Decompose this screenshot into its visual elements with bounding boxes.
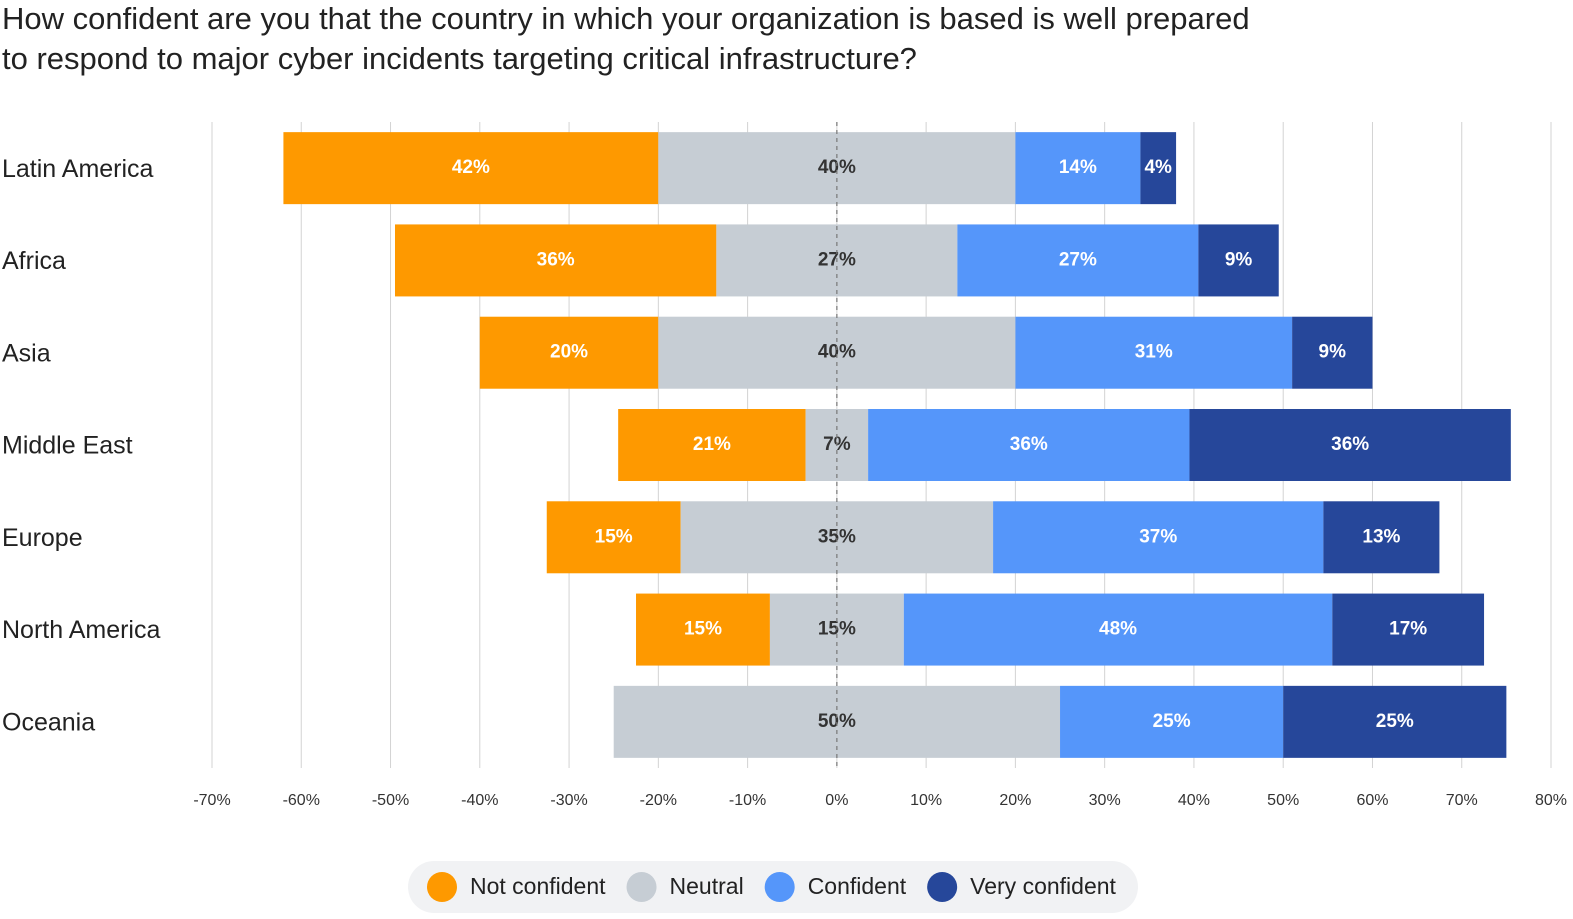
value-label: 35% bbox=[818, 526, 856, 547]
x-tick-label: 60% bbox=[1356, 792, 1388, 809]
x-tick-label: 50% bbox=[1267, 792, 1299, 809]
category-label: Europe bbox=[2, 524, 83, 552]
chart-title: to respond to major cyber incidents targ… bbox=[2, 41, 917, 76]
bar-segment bbox=[1283, 685, 1507, 758]
value-label: 31% bbox=[1135, 342, 1173, 363]
bar-segment bbox=[658, 316, 1016, 389]
x-tick-label: 30% bbox=[1089, 792, 1121, 809]
bar-segment bbox=[1015, 132, 1141, 205]
legend-swatch bbox=[927, 872, 958, 902]
legend-label: Not confident bbox=[470, 873, 606, 899]
value-label: 21% bbox=[693, 434, 731, 455]
bar-segment bbox=[993, 501, 1324, 574]
value-label: 15% bbox=[684, 619, 722, 640]
value-label: 9% bbox=[1319, 342, 1347, 363]
value-label: 25% bbox=[1153, 711, 1191, 732]
value-label: 36% bbox=[1010, 434, 1048, 455]
value-label: 37% bbox=[1139, 526, 1177, 547]
bar-segment bbox=[1189, 409, 1511, 481]
bar-segment bbox=[1332, 593, 1485, 666]
category-label: Oceania bbox=[2, 708, 95, 736]
value-label: 27% bbox=[1059, 249, 1097, 270]
value-label: 42% bbox=[452, 157, 490, 178]
value-label: 20% bbox=[550, 342, 588, 363]
value-label: 13% bbox=[1362, 526, 1400, 547]
value-label: 25% bbox=[1376, 711, 1414, 732]
bar-segment bbox=[479, 316, 659, 389]
category-label: Middle East bbox=[2, 432, 133, 460]
bar-segment bbox=[903, 593, 1333, 666]
value-label: 4% bbox=[1144, 157, 1172, 178]
legend-label: Neutral bbox=[670, 873, 744, 899]
bar-segment bbox=[957, 224, 1199, 297]
x-tick-label: -50% bbox=[372, 792, 409, 809]
bar-segment bbox=[1015, 316, 1293, 389]
bar-segment bbox=[618, 409, 806, 481]
x-tick-label: 0% bbox=[825, 792, 848, 809]
value-label: 36% bbox=[537, 249, 575, 270]
bar-segment bbox=[1198, 224, 1279, 297]
chart-title: How confident are you that the country i… bbox=[2, 1, 1250, 36]
bar-segment bbox=[613, 685, 1061, 758]
bar-segment bbox=[1140, 132, 1177, 205]
x-tick-label: 40% bbox=[1178, 792, 1210, 809]
bar-segment bbox=[680, 501, 994, 574]
bar-segment bbox=[658, 132, 1016, 205]
x-tick-label: 80% bbox=[1535, 792, 1567, 809]
value-label: 15% bbox=[595, 526, 633, 547]
x-tick-label: -70% bbox=[193, 792, 230, 809]
legend-label: Very confident bbox=[970, 873, 1116, 899]
category-label: Asia bbox=[2, 339, 51, 367]
x-tick-label: -30% bbox=[550, 792, 587, 809]
bar-segment bbox=[1323, 501, 1440, 574]
value-label: 9% bbox=[1225, 249, 1253, 270]
x-tick-label: -10% bbox=[729, 792, 766, 809]
value-label: 40% bbox=[818, 342, 856, 363]
value-label: 14% bbox=[1059, 157, 1097, 178]
bar-segment bbox=[636, 593, 770, 666]
x-tick-label: -40% bbox=[461, 792, 498, 809]
bar-segment bbox=[546, 501, 681, 574]
legend-label: Confident bbox=[808, 873, 907, 899]
category-label: Africa bbox=[2, 247, 66, 275]
legend-swatch bbox=[764, 872, 795, 902]
value-label: 17% bbox=[1389, 619, 1427, 640]
x-tick-label: 70% bbox=[1446, 792, 1478, 809]
value-label: 36% bbox=[1331, 434, 1369, 455]
category-label: North America bbox=[2, 616, 160, 644]
category-label: Latin America bbox=[2, 155, 154, 183]
bar-segment bbox=[1292, 316, 1373, 389]
legend-swatch bbox=[626, 872, 657, 902]
x-tick-label: 20% bbox=[999, 792, 1031, 809]
x-tick-label: -20% bbox=[640, 792, 677, 809]
value-label: 40% bbox=[818, 157, 856, 178]
value-label: 50% bbox=[818, 711, 856, 732]
bar-segment bbox=[1060, 685, 1284, 758]
x-tick-label: -60% bbox=[283, 792, 320, 809]
bar-segment bbox=[394, 224, 717, 297]
value-label: 48% bbox=[1099, 619, 1137, 640]
legend-swatch bbox=[427, 872, 457, 902]
bar-segment bbox=[283, 132, 659, 205]
x-tick-label: 10% bbox=[910, 792, 942, 809]
bar-segment bbox=[868, 409, 1190, 481]
